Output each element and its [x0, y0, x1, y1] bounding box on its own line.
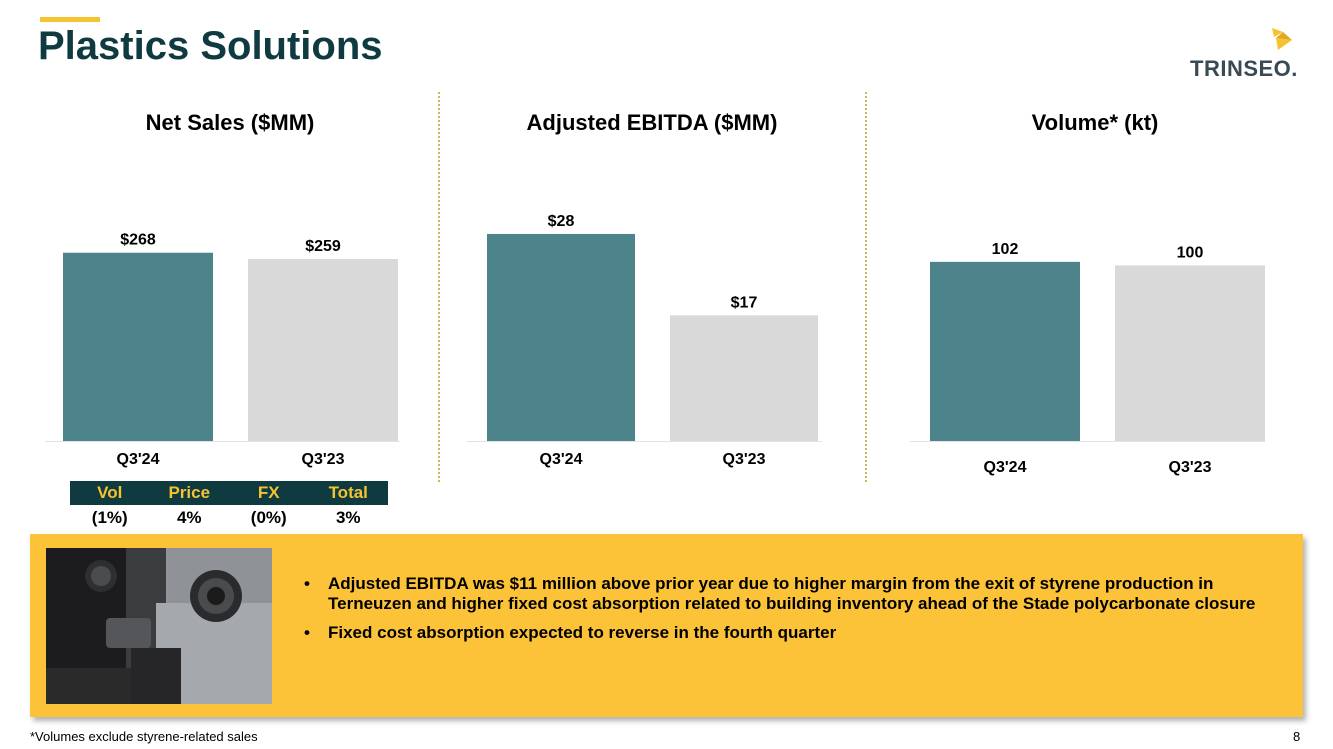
panel-divider-1 [438, 92, 440, 482]
bridge-value-price: 4% [176, 508, 202, 527]
category-label: Q3'24 [540, 451, 583, 468]
volume-panel: Volume* (kt) 102 Q3'24 100 Q3'23 [910, 100, 1280, 480]
panel-divider-2 [865, 92, 867, 482]
trinseo-logo: TRINSEO. [1190, 26, 1302, 82]
bridge-header-fx: FX [257, 483, 280, 502]
adjusted-ebitda-panel: Adjusted EBITDA ($MM) $28 Q3'24 $17 Q3'23 [467, 100, 837, 480]
logo-mark-icon [1272, 28, 1292, 50]
bridge-value-total: 3% [335, 508, 361, 527]
page-title: Plastics Solutions [38, 24, 383, 68]
bridge-value-row: (1%) 4% (0%) 3% [70, 505, 388, 531]
category-label: Q3'24 [117, 451, 160, 468]
commentary-callout: Adjusted EBITDA was $11 million above pr… [30, 534, 1303, 717]
bridge-header-row: Vol Price FX Total [70, 481, 388, 505]
title-accent-bar [40, 17, 100, 22]
footnote: *Volumes exclude styrene-related sales [30, 729, 258, 744]
bridge-header-vol: Vol [97, 483, 123, 502]
data-label: $259 [305, 238, 341, 255]
category-label: Q3'23 [302, 451, 345, 468]
bridge-header-price: Price [168, 483, 211, 502]
logo-text: TRINSEO. [1190, 56, 1298, 81]
page-number: 8 [1293, 729, 1301, 744]
data-label: 100 [1177, 244, 1204, 261]
car-interior-photo [46, 548, 272, 704]
category-label: Q3'23 [723, 451, 766, 468]
bridge-value-fx: (0%) [250, 508, 287, 527]
data-label: $28 [548, 213, 575, 230]
net-sales-bridge-table: Vol Price FX Total (1%) 4% (0%) 3% [70, 481, 388, 531]
bullet-item: Adjusted EBITDA was $11 million above pr… [302, 574, 1292, 614]
bar [487, 233, 635, 441]
bridge-header-total: Total [328, 483, 368, 502]
data-label: $17 [731, 294, 758, 311]
data-label: $268 [120, 232, 156, 249]
bullet-item: Fixed cost absorption expected to revers… [302, 623, 1292, 643]
bar [670, 315, 818, 441]
category-label: Q3'23 [1169, 459, 1212, 476]
chart-title: Volume* (kt) [1031, 110, 1159, 135]
chart-title: Adjusted EBITDA ($MM) [526, 110, 778, 135]
volume-chart: 102 Q3'24 100 Q3'23 [910, 241, 1265, 476]
category-label: Q3'24 [984, 459, 1027, 476]
bar [248, 259, 398, 441]
net-sales-chart: $268 Q3'24 $259 Q3'23 [45, 232, 400, 468]
bar [1115, 265, 1265, 441]
bar [930, 261, 1080, 441]
chart-title: Net Sales ($MM) [145, 110, 315, 135]
commentary-bullets: Adjusted EBITDA was $11 million above pr… [302, 574, 1292, 652]
data-label: 102 [992, 241, 1019, 258]
adjusted-ebitda-chart: $28 Q3'24 $17 Q3'23 [467, 213, 822, 468]
net-sales-panel: Net Sales ($MM) $268 Q3'24 $259 Q3'23 [45, 100, 415, 480]
bridge-value-vol: (1%) [91, 508, 128, 527]
bar [63, 252, 213, 441]
